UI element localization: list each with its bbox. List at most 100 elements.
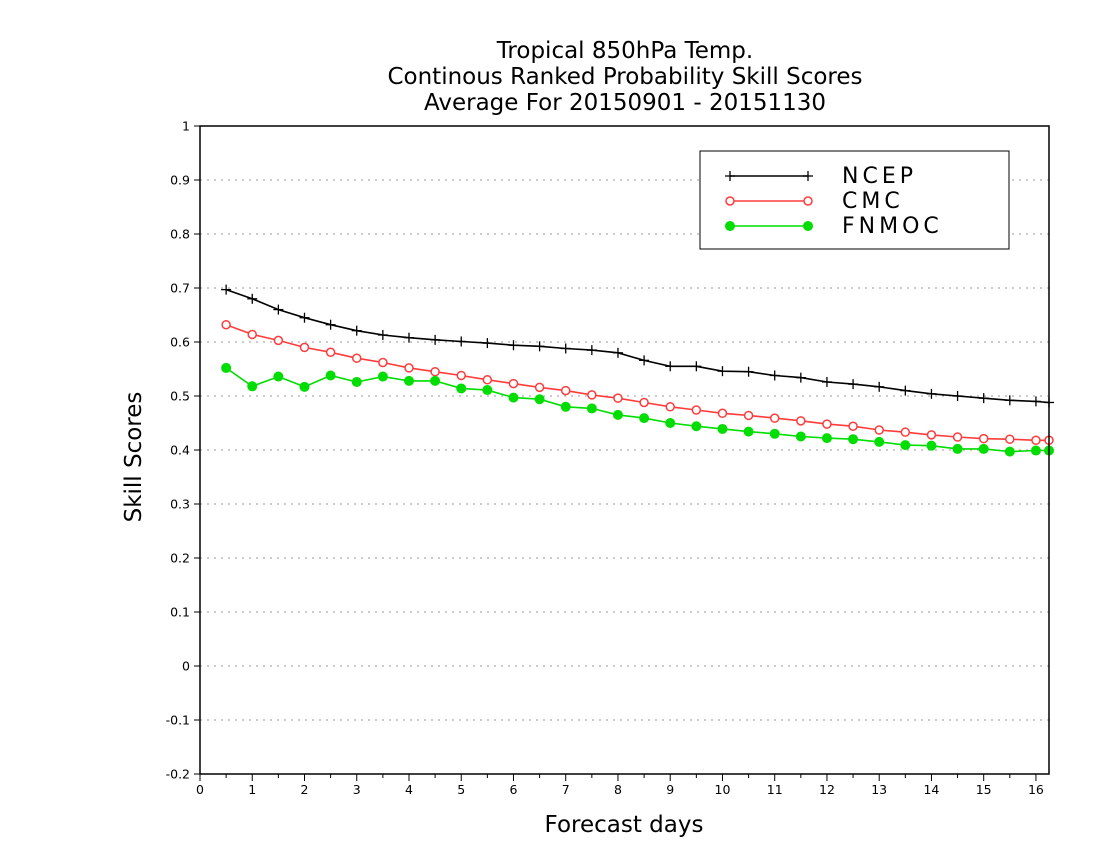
axis-ticks xyxy=(194,125,1037,781)
data-point-fnmoc xyxy=(299,381,310,392)
plot-frame xyxy=(199,125,1050,775)
x-tick-label: 7 xyxy=(562,782,570,797)
series-line-cmc xyxy=(225,323,1049,442)
data-point-ncep xyxy=(299,312,310,323)
data-point-fnmoc xyxy=(612,409,623,420)
x-tick-labels: 0 1 2 3 4 5 6 7 8 9 10 11 12 13 14 15 16 xyxy=(196,782,1044,797)
data-point-fnmoc xyxy=(978,443,989,454)
data-point-fnmoc xyxy=(403,375,414,386)
data-point-ncep xyxy=(325,319,336,330)
data-point-fnmoc xyxy=(665,418,676,428)
data-point-ncep xyxy=(247,293,258,304)
data-point-cmc xyxy=(613,393,623,403)
y-tick-label: 0.7 xyxy=(170,281,190,296)
data-point-fnmoc xyxy=(743,426,754,437)
legend-marker-fnmoc xyxy=(725,221,735,231)
y-axis-label: Skill Scores xyxy=(121,392,147,523)
data-point-cmc xyxy=(796,416,806,426)
data-point-ncep xyxy=(612,347,623,358)
data-point-cmc xyxy=(769,413,780,423)
data-point-cmc xyxy=(221,319,231,330)
data-point-ncep xyxy=(639,355,650,366)
data-point-fnmoc xyxy=(586,403,597,414)
data-point-ncep xyxy=(586,345,597,356)
data-point-cmc xyxy=(404,363,414,373)
data-point-fnmoc xyxy=(377,371,388,382)
chart-title: Tropical 850hPa Temp. Continous Ranked P… xyxy=(387,38,862,116)
data-point-fnmoc xyxy=(221,362,232,373)
data-point-fnmoc xyxy=(1030,445,1041,456)
data-point-cmc xyxy=(247,329,257,340)
data-point-cmc xyxy=(456,370,466,381)
data-point-ncep xyxy=(221,284,232,295)
data-point-cmc xyxy=(639,397,649,408)
data-point-fnmoc xyxy=(534,394,545,405)
x-tick-label: 10 xyxy=(715,782,731,797)
chart-title-line-1: Tropical 850hPa Temp. xyxy=(496,38,753,64)
data-point-fnmoc xyxy=(639,413,650,424)
data-point-ncep xyxy=(665,361,676,372)
x-tick-label: 13 xyxy=(871,782,887,797)
data-point-ncep xyxy=(874,381,885,392)
legend-symbols xyxy=(725,171,813,231)
data-point-cmc xyxy=(508,378,519,389)
data-point-fnmoc xyxy=(508,392,519,403)
series-line-fnmoc xyxy=(225,367,1049,453)
data-point-fnmoc xyxy=(769,428,780,439)
x-tick-label: 12 xyxy=(819,782,835,797)
data-point-fnmoc xyxy=(874,436,885,447)
series-fnmoc xyxy=(221,362,1054,457)
data-point-cmc xyxy=(273,335,284,346)
data-point-fnmoc xyxy=(848,434,859,445)
data-point-ncep xyxy=(978,393,989,404)
y-tick-label: -0.2 xyxy=(166,767,190,782)
data-point-cmc xyxy=(874,425,884,435)
data-point-ncep xyxy=(952,391,963,401)
data-point-ncep xyxy=(377,329,388,340)
data-point-fnmoc xyxy=(273,371,284,382)
data-point-ncep xyxy=(430,334,441,345)
y-tick-labels: -0.2 -0.1 0 0.1 0.2 0.3 0.4 0.5 0.6 0.7 0.8 0.9 1 xyxy=(166,119,190,782)
data-point-ncep xyxy=(351,325,362,336)
data-point-cmc xyxy=(1031,435,1041,446)
data-point-ncep xyxy=(717,366,728,377)
data-point-cmc xyxy=(378,357,388,368)
data-point-fnmoc xyxy=(351,376,362,387)
y-tick-label: 0.3 xyxy=(170,497,190,512)
data-point-cmc xyxy=(952,432,963,442)
y-tick-label: 0.5 xyxy=(170,389,190,404)
data-point-ncep xyxy=(743,366,754,377)
y-tick-label: 0 xyxy=(182,659,190,674)
data-point-cmc xyxy=(560,385,571,396)
data-point-cmc xyxy=(900,427,911,437)
data-point-fnmoc xyxy=(717,423,728,434)
y-tick-label: 0.8 xyxy=(170,227,190,242)
data-point-cmc xyxy=(299,342,310,353)
series-cmc xyxy=(221,319,1054,446)
data-point-fnmoc xyxy=(821,433,832,444)
series-lines xyxy=(221,284,1054,457)
legend-label-ncep: NCEP xyxy=(842,164,917,189)
legend-marker-cmc xyxy=(725,196,735,206)
data-point-cmc xyxy=(665,402,675,412)
x-tick-label: 8 xyxy=(614,782,622,797)
data-point-ncep xyxy=(1030,396,1041,407)
data-point-ncep xyxy=(534,341,545,352)
data-point-cmc xyxy=(587,390,597,400)
data-point-cmc xyxy=(325,347,336,358)
data-point-cmc xyxy=(482,375,493,385)
y-tick-label: 1 xyxy=(182,119,190,134)
x-tick-label: 14 xyxy=(923,782,939,797)
x-tick-label: 15 xyxy=(976,782,992,797)
data-point-cmc xyxy=(1005,434,1015,444)
x-tick-label: 0 xyxy=(196,782,204,797)
data-point-fnmoc xyxy=(430,375,441,386)
data-point-ncep xyxy=(456,336,467,347)
data-point-ncep xyxy=(508,340,519,351)
data-point-cmc xyxy=(926,430,937,440)
data-point-cmc xyxy=(978,433,989,444)
data-point-ncep xyxy=(900,385,911,396)
legend: NCEP CMC FNMOC xyxy=(699,150,1010,250)
legend-marker-ncep xyxy=(803,171,813,181)
